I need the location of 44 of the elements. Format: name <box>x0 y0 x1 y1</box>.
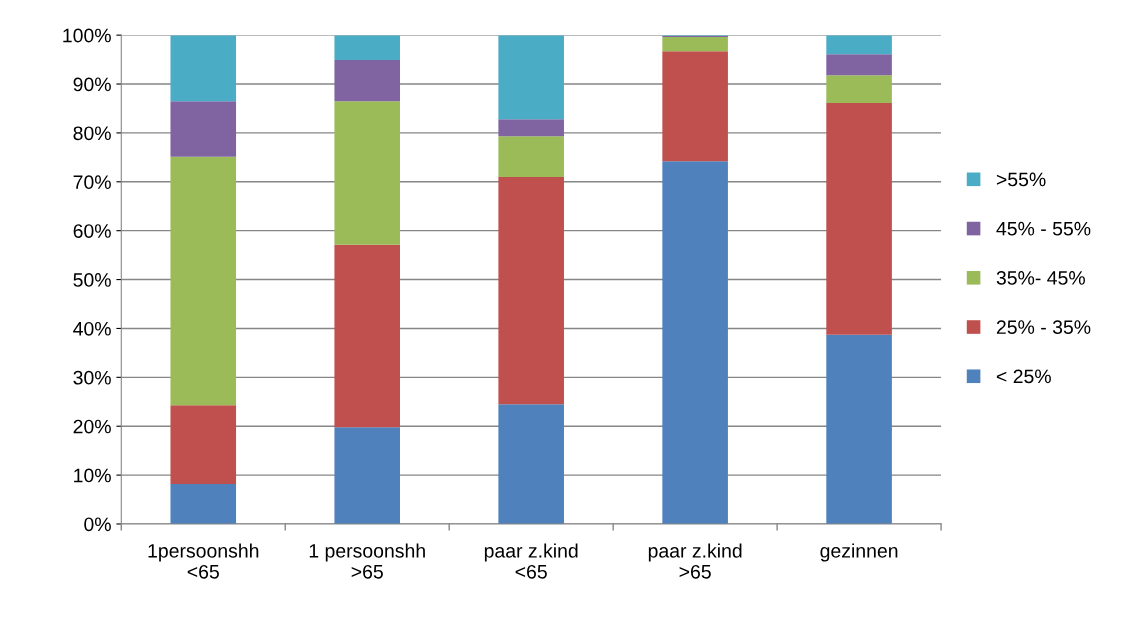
bar <box>170 101 237 157</box>
y-tick-label: 80% <box>73 126 111 141</box>
bar <box>170 156 237 406</box>
legend-label: 45% - 55% <box>996 221 1091 236</box>
y-tick-label: 10% <box>74 468 111 483</box>
x-tick-label: paar z.kind >65 <box>648 543 742 579</box>
y-tick-label: 40% <box>73 321 111 336</box>
bar <box>826 103 892 335</box>
bar <box>170 405 237 484</box>
bar <box>170 483 237 524</box>
bar <box>498 404 564 524</box>
bar <box>498 119 564 137</box>
bar <box>334 244 401 428</box>
y-tick-label: 20% <box>73 419 111 434</box>
y-tick-label: 100% <box>63 28 111 43</box>
y-tick-label: 30% <box>73 370 111 385</box>
y-tick-label: 50% <box>73 273 111 287</box>
bar <box>498 136 564 177</box>
x-tick-label: 1 persoonshh >65 <box>309 543 425 579</box>
bar <box>334 427 401 524</box>
bar <box>334 60 401 102</box>
bar <box>498 35 564 120</box>
x-tick-label: gezinnen <box>820 543 898 562</box>
legend-label: >55% <box>996 172 1046 187</box>
bar <box>662 37 728 52</box>
bar <box>170 35 237 102</box>
bar <box>334 35 401 61</box>
y-tick-label: 70% <box>73 175 111 190</box>
bar <box>662 51 728 162</box>
y-tick-label: 60% <box>73 224 111 238</box>
bar <box>334 101 401 245</box>
legend-label: 35%- 45% <box>996 271 1085 285</box>
y-tick-label: 90% <box>73 77 111 92</box>
bar <box>826 54 892 76</box>
bar <box>826 35 892 55</box>
bar <box>662 161 728 524</box>
y-tick-label: 0% <box>84 517 111 532</box>
x-tick-label: paar z.kind <65 <box>484 543 578 579</box>
legend-label: < 25% <box>996 369 1051 384</box>
legend-label: 25% - 35% <box>996 320 1091 335</box>
bar <box>826 75 892 104</box>
bar <box>498 176 564 405</box>
bar <box>826 334 892 524</box>
x-tick-label: 1persoonshh <65 <box>148 543 259 579</box>
